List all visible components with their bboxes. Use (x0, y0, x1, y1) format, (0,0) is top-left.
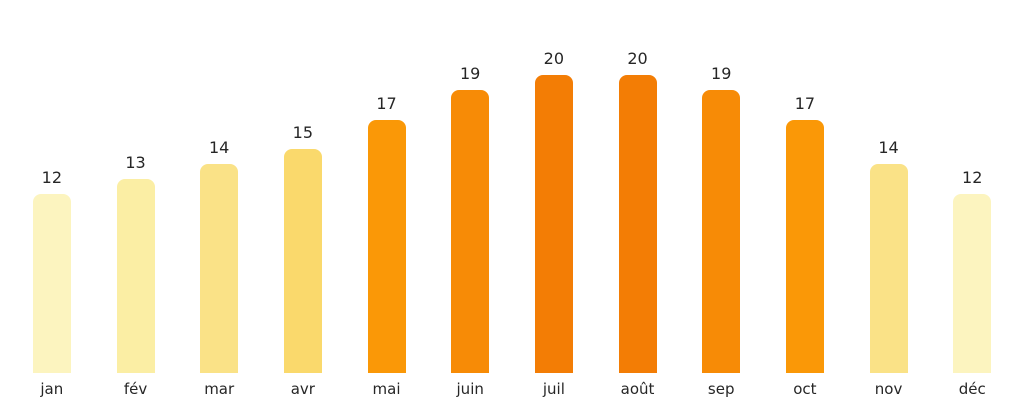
bar-stack: 19 (451, 0, 490, 373)
bar-value-label: 17 (794, 94, 816, 113)
bar-column-sep: 19 sep (679, 0, 763, 404)
bar-column-mai: 17 mai (345, 0, 429, 404)
bar-mai (367, 120, 406, 373)
x-tick-label: juil (542, 379, 565, 398)
bar-value-label: 13 (125, 153, 146, 172)
bar-juil (534, 75, 573, 373)
bar-value-label: 14 (208, 138, 230, 157)
bar-stack: 19 (702, 0, 741, 373)
bar-value-label: 19 (460, 64, 481, 83)
bar-value-label: 12 (962, 168, 983, 187)
bar-jan (32, 194, 71, 373)
x-tick-label: mar (204, 379, 235, 398)
x-tick-label: jan (40, 379, 64, 398)
bar-sep (702, 90, 741, 373)
x-tick-label: sep (707, 379, 735, 398)
x-tick-label: avr (290, 379, 315, 398)
bar-fév (116, 179, 155, 373)
bar-juin (451, 90, 490, 373)
bar-column-juin: 19 juin (428, 0, 512, 404)
bar-column-mar: 14 mar (177, 0, 261, 404)
bar-nov (869, 164, 908, 373)
bar-avr (283, 149, 322, 373)
bar-stack: 20 (534, 0, 573, 373)
x-tick-label: fév (123, 379, 148, 398)
x-tick-label: nov (874, 379, 903, 398)
bar-mar (200, 164, 239, 373)
bar-oct (785, 120, 824, 373)
x-tick-label: oct (793, 379, 817, 398)
bar-value-label: 20 (543, 49, 565, 68)
bar-column-juil: 20 juil (512, 0, 596, 404)
bar-stack: 17 (785, 0, 824, 373)
bar-stack: 12 (953, 0, 992, 373)
bar-value-label: 15 (292, 123, 314, 142)
bar-column-août: 20 août (596, 0, 680, 404)
bar-value-label: 14 (878, 138, 899, 157)
bar-déc (953, 194, 992, 373)
bar-column-fév: 13 fév (94, 0, 178, 404)
bar-stack: 14 (869, 0, 908, 373)
x-tick-label: déc (958, 379, 986, 398)
bar-stack: 15 (283, 0, 322, 373)
bar-column-déc: 12 déc (930, 0, 1014, 404)
bar-stack: 17 (367, 0, 406, 373)
bar-août (618, 75, 657, 373)
bar-value-label: 17 (376, 94, 397, 113)
bar-value-label: 20 (627, 49, 648, 68)
bar-column-oct: 17 oct (763, 0, 847, 404)
x-tick-label: juin (456, 379, 484, 398)
bar-value-label: 19 (711, 64, 732, 83)
bar-value-label: 12 (41, 168, 62, 187)
bar-stack: 14 (200, 0, 239, 373)
bar-stack: 12 (32, 0, 71, 373)
x-tick-label: août (620, 379, 655, 398)
bar-column-jan: 12 jan (10, 0, 94, 404)
bar-stack: 13 (116, 0, 155, 373)
bar-stack: 20 (618, 0, 657, 373)
bar-column-nov: 14 nov (847, 0, 931, 404)
bar-column-avr: 15 avr (261, 0, 345, 404)
x-tick-label: mai (372, 379, 401, 398)
